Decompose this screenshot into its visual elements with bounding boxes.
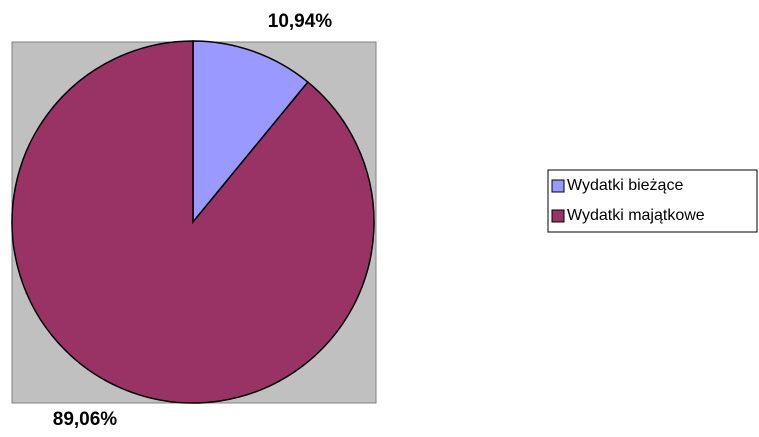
pie-slice xyxy=(192,40,309,225)
legend-label: Wydatki bieżące xyxy=(567,177,683,194)
legend-label: Wydatki majątkowe xyxy=(567,207,705,224)
pie-slice xyxy=(11,40,375,404)
legend-swatch xyxy=(551,209,565,223)
data-label: 10,94% xyxy=(268,11,333,32)
legend-swatch xyxy=(551,179,565,193)
legend-box xyxy=(547,169,758,233)
data-label: 89,06% xyxy=(53,409,118,430)
